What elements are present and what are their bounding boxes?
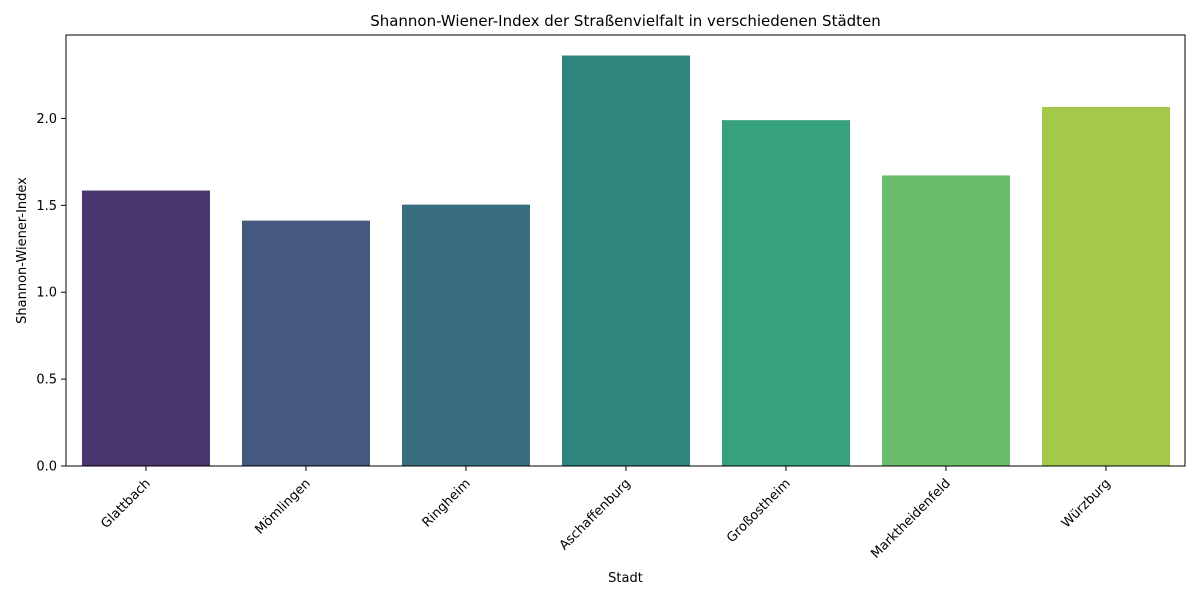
chart-title: Shannon-Wiener-Index der Straßenvielfalt… xyxy=(370,12,881,30)
x-tick-label: Marktheidenfeld xyxy=(868,476,954,562)
y-tick-label: 1.5 xyxy=(36,199,57,214)
y-axis-ticks: 0.0 0.5 1.0 1.5 2.0 xyxy=(36,112,66,475)
plot-frame xyxy=(65,34,1186,467)
x-axis-ticks: Glattbach Mömlingen Ringheim Aschaffenburg G… xyxy=(98,466,1114,562)
y-axis-label: Shannon-Wiener-Index xyxy=(15,177,30,324)
y-tick-label: 0.0 xyxy=(36,460,57,475)
x-tick-label: Würzburg xyxy=(1059,476,1114,531)
bar-aschaffenburg xyxy=(562,55,690,466)
y-tick-label: 0.5 xyxy=(36,373,57,388)
x-tick-label: Aschaffenburg xyxy=(557,476,634,553)
x-tick-label: Großostheim xyxy=(724,476,794,546)
x-tick-label: Ringheim xyxy=(420,476,474,530)
x-tick-label: Mömlingen xyxy=(252,476,313,537)
bar-ringheim xyxy=(402,204,530,466)
bar-mömlingen xyxy=(242,220,370,466)
bar-würzburg xyxy=(1042,106,1170,467)
bars-group xyxy=(82,55,1170,467)
x-tick-label: Glattbach xyxy=(98,476,153,531)
y-tick-label: 1.0 xyxy=(36,286,57,301)
bar-großostheim xyxy=(722,120,850,466)
y-tick-label: 2.0 xyxy=(36,112,57,127)
bar-marktheidenfeld xyxy=(882,175,1010,466)
x-axis-label: Stadt xyxy=(608,571,643,586)
bar-glattbach xyxy=(82,190,210,466)
